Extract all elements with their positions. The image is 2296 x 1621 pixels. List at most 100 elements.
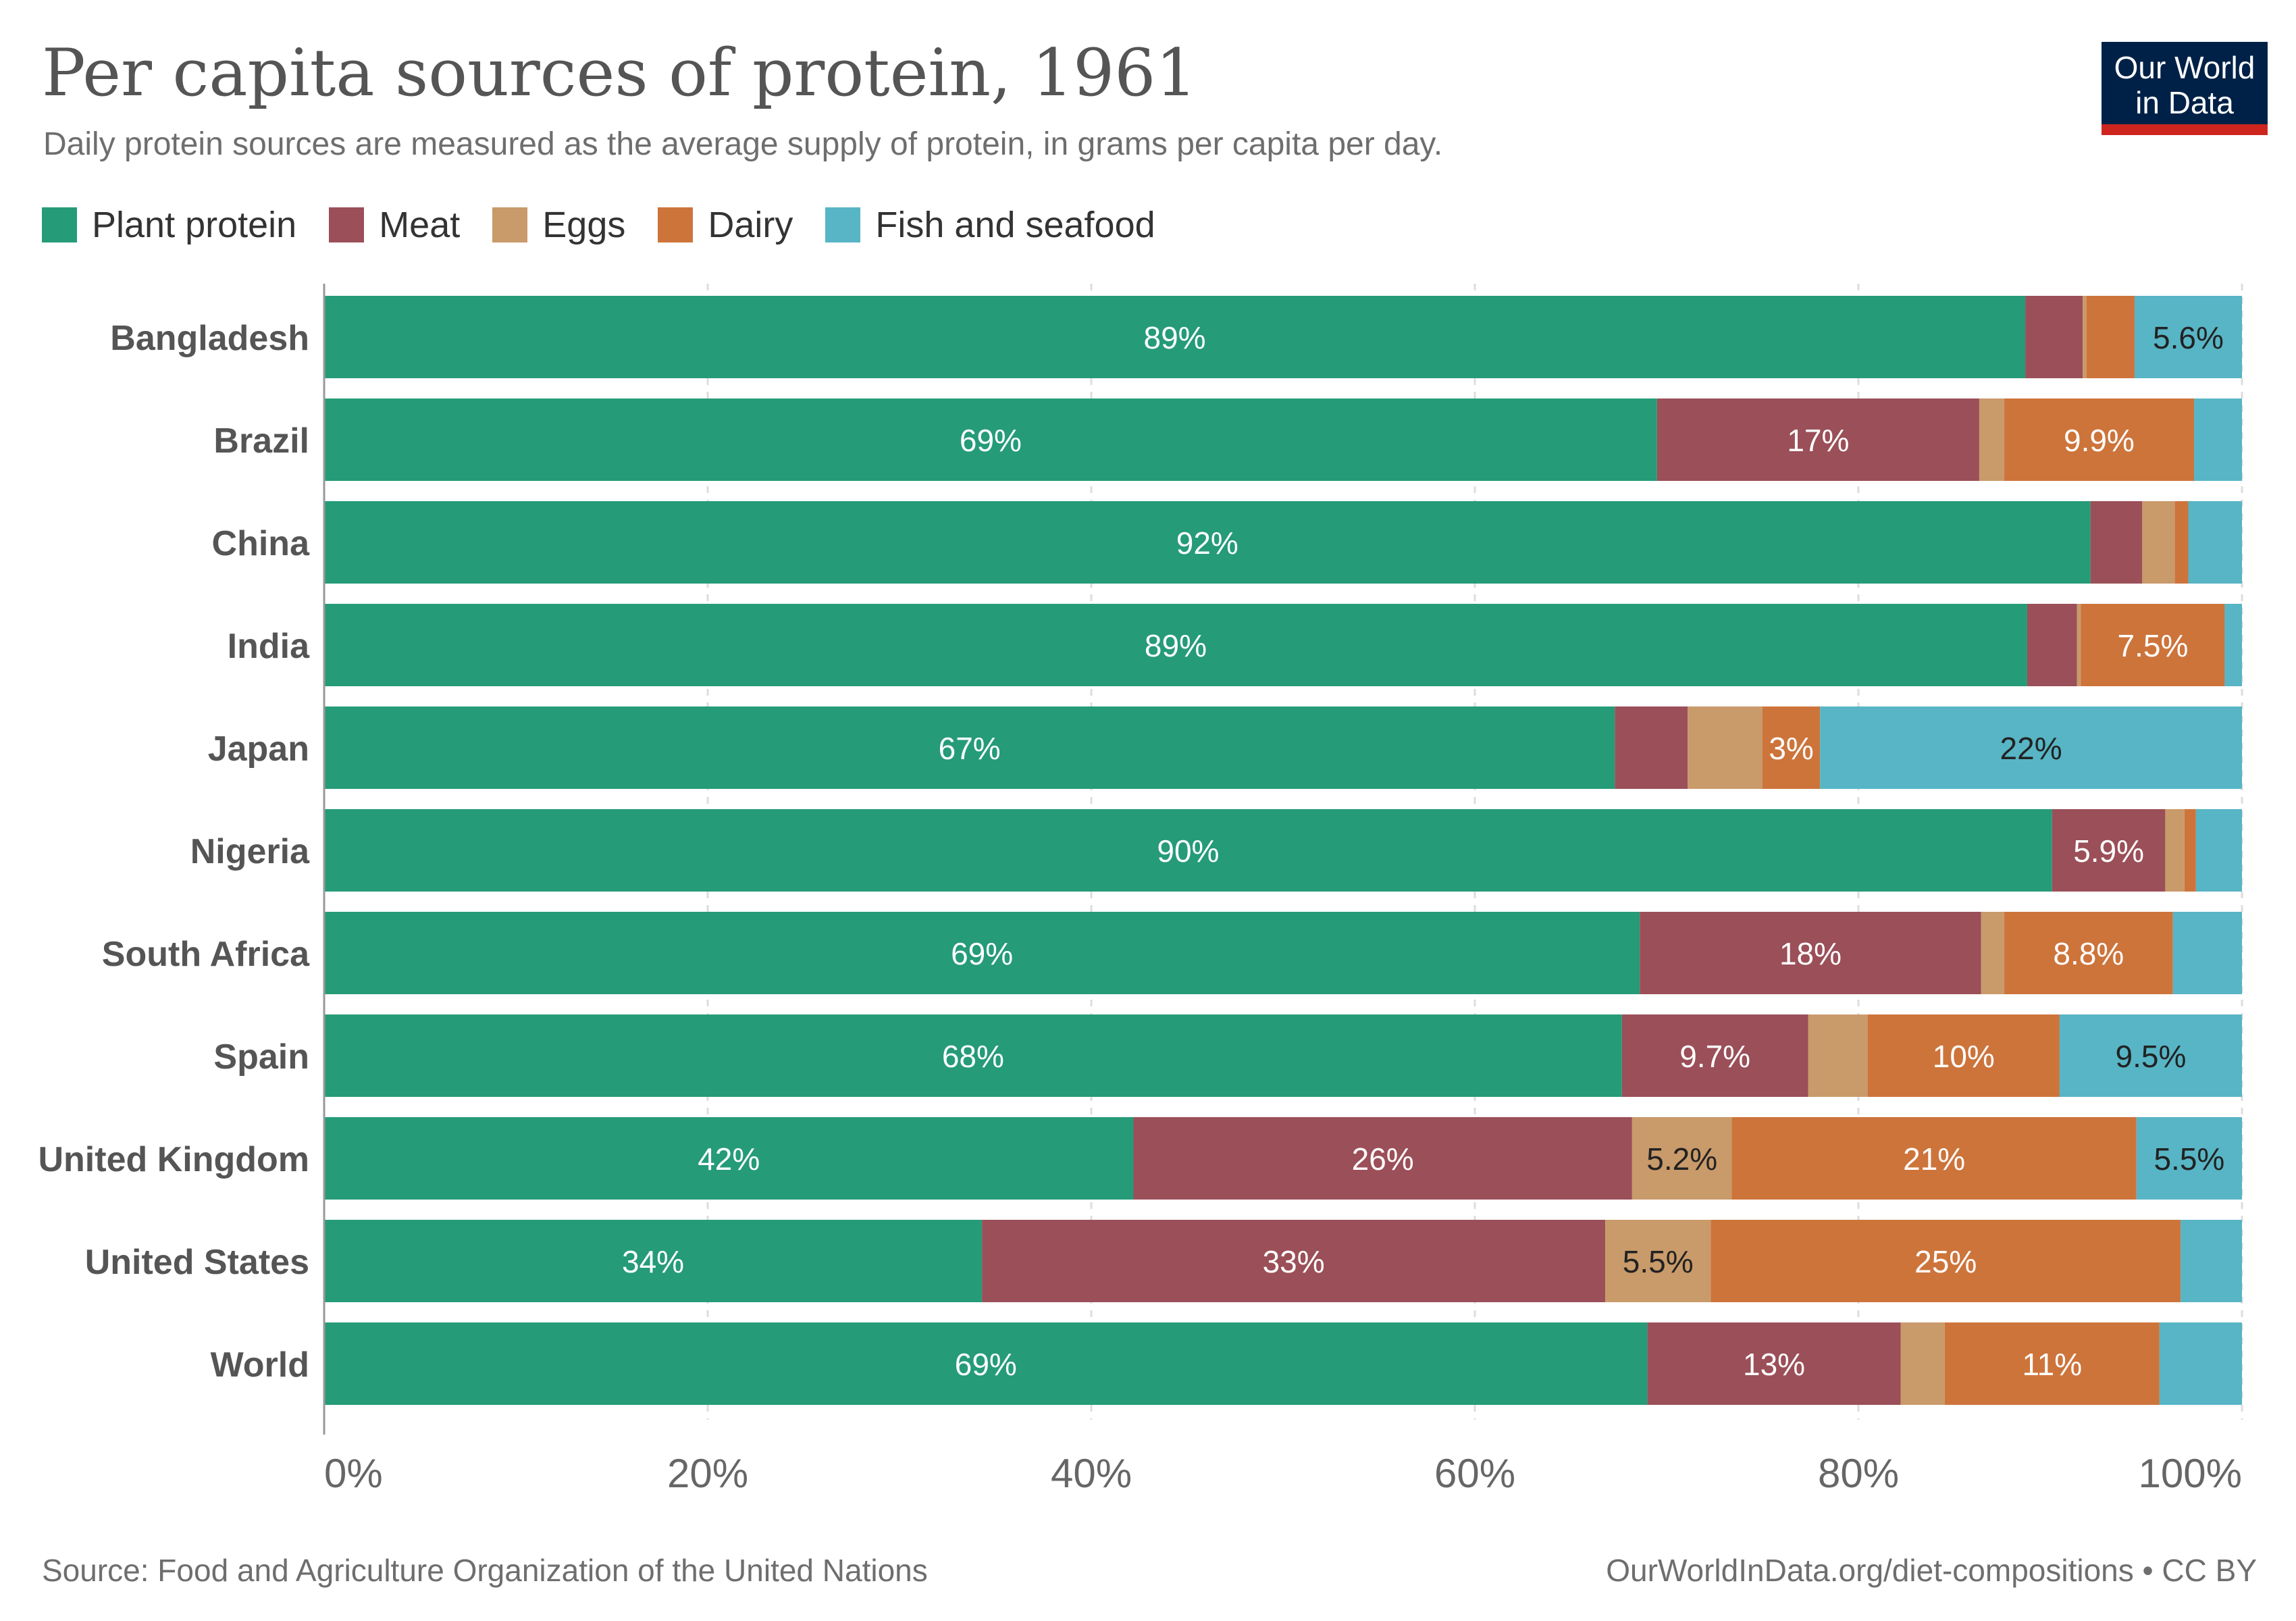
bar-bangladesh-eggs[interactable] — [2083, 296, 2087, 378]
bar-world-meat[interactable] — [1647, 1322, 1901, 1405]
legend-swatch-dairy — [658, 207, 694, 242]
bar-spain-plant-protein[interactable] — [324, 1014, 1622, 1097]
bar-united-states-plant-protein[interactable] — [324, 1220, 983, 1302]
category-label-south-africa: South Africa — [102, 935, 310, 974]
category-label-world: World — [211, 1345, 309, 1385]
bar-world-dairy[interactable] — [1944, 1322, 2160, 1405]
bar-united-states-eggs[interactable] — [1605, 1220, 1711, 1302]
bar-south-africa-plant-protein[interactable] — [324, 912, 1640, 994]
bar-bangladesh-fish-and-seafood[interactable] — [2134, 296, 2242, 378]
data-label-united-kingdom-fish-and-seafood: 5.5% — [2154, 1141, 2224, 1177]
bar-brazil-dairy[interactable] — [2004, 398, 2194, 481]
bar-india-dairy[interactable] — [2081, 604, 2225, 686]
logo-line-1: Our World — [2114, 50, 2255, 85]
bar-united-kingdom-eggs[interactable] — [1632, 1117, 1732, 1200]
source-link[interactable]: OurWorldInData.org/diet-compositions • C… — [1606, 1553, 2257, 1588]
data-label-japan-plant-protein: 67% — [939, 731, 1001, 766]
bar-nigeria-eggs[interactable] — [2165, 809, 2185, 892]
category-label-brazil: Brazil — [213, 421, 309, 461]
data-label-united-kingdom-eggs: 5.2% — [1646, 1141, 1717, 1177]
bar-bangladesh-meat[interactable] — [2025, 296, 2083, 378]
bar-nigeria-plant-protein[interactable] — [324, 809, 2052, 892]
bar-world-plant-protein[interactable] — [324, 1322, 1648, 1405]
bar-bangladesh-plant-protein[interactable] — [324, 296, 2026, 378]
data-label-spain-fish-and-seafood: 9.5% — [2116, 1039, 2187, 1074]
legend-label-eggs: Eggs — [542, 205, 626, 245]
bar-united-kingdom-dairy[interactable] — [1731, 1117, 2137, 1200]
data-label-world-plant-protein: 69% — [955, 1347, 1017, 1382]
data-label-united-states-eggs: 5.5% — [1623, 1244, 1694, 1279]
category-label-china: China — [212, 524, 311, 563]
bar-nigeria-dairy[interactable] — [2184, 809, 2196, 892]
x-tick-label-4: 80% — [1818, 1451, 1899, 1496]
data-label-brazil-meat: 17% — [1787, 423, 1849, 458]
category-label-india: India — [228, 627, 310, 666]
bar-brazil-eggs[interactable] — [1979, 398, 2004, 481]
data-label-world-dairy: 11% — [2023, 1347, 2083, 1382]
bar-india-plant-protein[interactable] — [324, 604, 2027, 686]
source-note: Source: Food and Agriculture Organizatio… — [42, 1553, 928, 1588]
bar-japan-plant-protein[interactable] — [324, 706, 1615, 789]
data-label-south-africa-dairy: 8.8% — [2053, 936, 2124, 971]
bar-south-africa-dairy[interactable] — [2004, 912, 2173, 994]
bar-world-fish-and-seafood[interactable] — [2159, 1322, 2242, 1405]
bar-spain-fish-and-seafood[interactable] — [2059, 1014, 2242, 1097]
chart-title: Per capita sources of protein, 1961 — [42, 35, 1197, 111]
bar-nigeria-meat[interactable] — [2052, 809, 2166, 892]
bar-united-states-dairy[interactable] — [1711, 1220, 2181, 1302]
data-label-india-dairy: 7.5% — [2118, 628, 2189, 663]
legend-item-eggs[interactable]: Eggs — [492, 204, 625, 246]
category-label-bangladesh: Bangladesh — [110, 319, 309, 358]
legend-item-meat[interactable]: Meat — [329, 204, 460, 246]
bar-china-fish-and-seafood[interactable] — [2188, 501, 2242, 584]
bar-brazil-meat[interactable] — [1656, 398, 1979, 481]
bar-india-eggs[interactable] — [2077, 604, 2081, 686]
bar-nigeria-fish-and-seafood[interactable] — [2195, 809, 2242, 892]
bar-united-kingdom-meat[interactable] — [1133, 1117, 1632, 1200]
bar-south-africa-fish-and-seafood[interactable] — [2172, 912, 2242, 994]
bar-india-fish-and-seafood[interactable] — [2224, 604, 2242, 686]
data-label-united-states-plant-protein: 34% — [622, 1244, 684, 1279]
legend-item-fish-and-seafood[interactable]: Fish and seafood — [825, 204, 1155, 246]
bar-spain-dairy[interactable] — [1867, 1014, 2060, 1097]
bar-spain-eggs[interactable] — [1808, 1014, 1868, 1097]
legend-swatch-eggs — [492, 207, 528, 242]
bar-bangladesh-dairy[interactable] — [2086, 296, 2135, 378]
bar-spain-meat[interactable] — [1621, 1014, 1808, 1097]
legend-item-plant-protein[interactable]: Plant protein — [42, 204, 296, 246]
bar-japan-fish-and-seafood[interactable] — [1820, 706, 2242, 789]
bar-united-states-meat[interactable] — [982, 1220, 1606, 1302]
legend-label-meat: Meat — [379, 205, 461, 245]
bar-japan-eggs[interactable] — [1688, 706, 1763, 789]
bar-brazil-plant-protein[interactable] — [324, 398, 1657, 481]
data-label-spain-dairy: 10% — [1933, 1039, 1995, 1074]
bar-united-kingdom-fish-and-seafood[interactable] — [2136, 1117, 2242, 1200]
data-label-india-plant-protein: 89% — [1145, 628, 1207, 663]
data-label-south-africa-plant-protein: 69% — [951, 936, 1013, 971]
owid-logo[interactable]: Our World in Data — [2102, 42, 2268, 135]
bar-japan-meat[interactable] — [1615, 706, 1688, 789]
bar-brazil-fish-and-seafood[interactable] — [2194, 398, 2242, 481]
bar-china-dairy[interactable] — [2174, 501, 2189, 584]
x-tick-label-5: 100% — [2139, 1451, 2242, 1496]
bar-south-africa-eggs[interactable] — [1981, 912, 2004, 994]
bar-united-states-fish-and-seafood[interactable] — [2181, 1220, 2242, 1302]
data-label-united-states-meat: 33% — [1263, 1244, 1325, 1279]
legend-swatch-meat — [329, 207, 365, 242]
legend-item-dairy[interactable]: Dairy — [658, 204, 793, 246]
bar-india-meat[interactable] — [2027, 604, 2077, 686]
chart-subtitle: Daily protein sources are measured as th… — [43, 126, 1443, 162]
data-label-bangladesh-fish-and-seafood: 5.6% — [2153, 320, 2224, 355]
category-label-nigeria: Nigeria — [190, 832, 310, 871]
data-label-brazil-plant-protein: 69% — [960, 423, 1022, 458]
data-label-united-kingdom-dairy: 21% — [1903, 1141, 1965, 1177]
bar-united-kingdom-plant-protein[interactable] — [324, 1117, 1134, 1200]
data-label-nigeria-meat: 5.9% — [2073, 833, 2144, 869]
bar-china-plant-protein[interactable] — [324, 501, 2091, 584]
bar-south-africa-meat[interactable] — [1640, 912, 1981, 994]
bar-china-eggs[interactable] — [2142, 501, 2175, 584]
data-label-japan-fish-and-seafood: 22% — [2000, 731, 2062, 766]
bar-china-meat[interactable] — [2090, 501, 2143, 584]
bar-world-eggs[interactable] — [1900, 1322, 1945, 1405]
bar-japan-dairy[interactable] — [1763, 706, 1821, 789]
